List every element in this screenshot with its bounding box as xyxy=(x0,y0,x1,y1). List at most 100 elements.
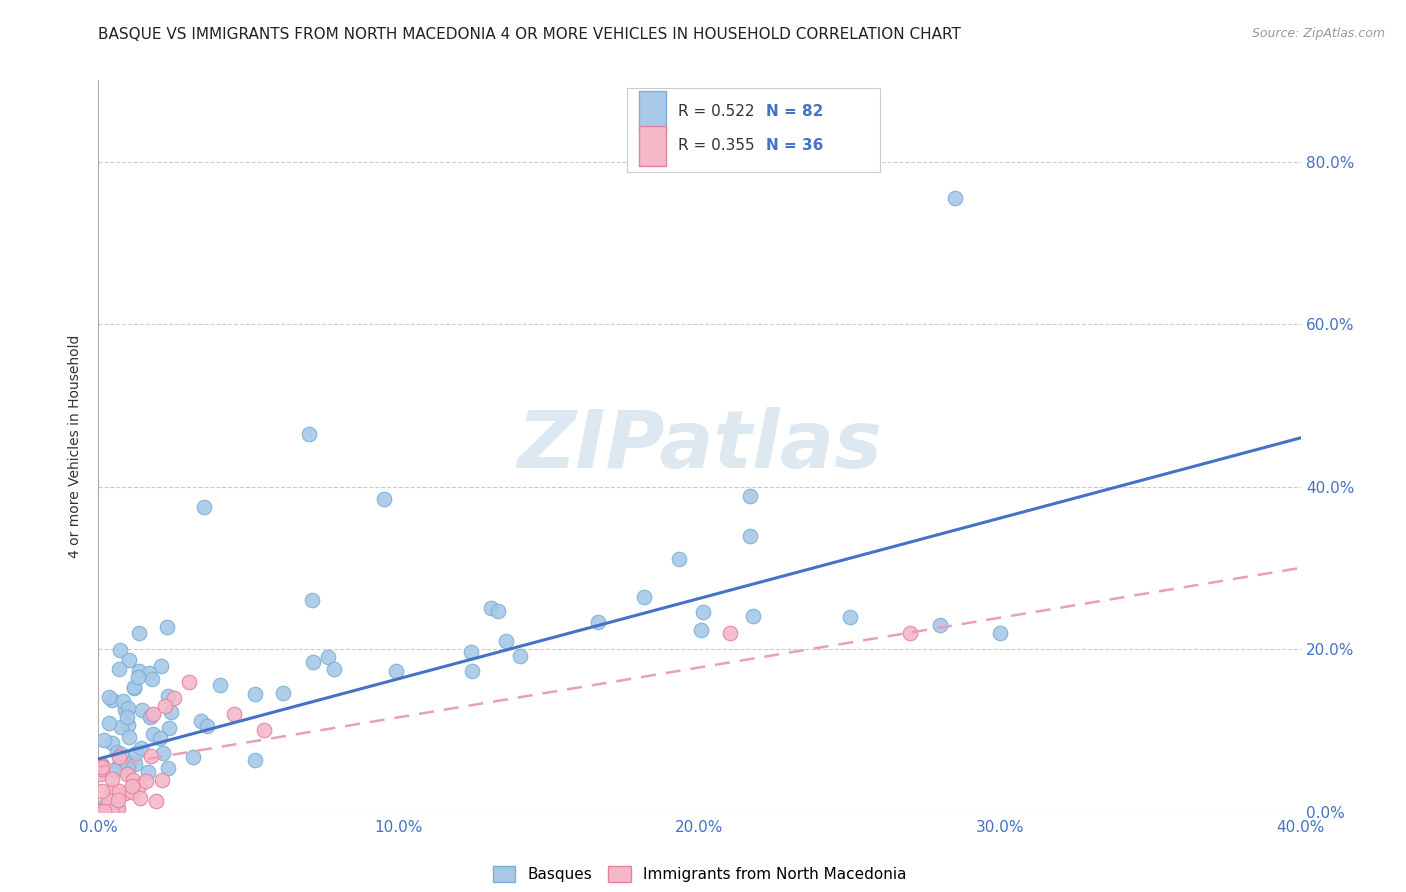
Point xyxy=(108,784,131,798)
Point xyxy=(156,690,179,704)
Point xyxy=(943,191,966,205)
Point xyxy=(150,772,173,787)
Point xyxy=(149,731,172,745)
Point xyxy=(149,659,172,673)
Point xyxy=(114,786,136,800)
Point xyxy=(107,792,129,806)
Y-axis label: 4 or more Vehicles in Household: 4 or more Vehicles in Household xyxy=(67,334,82,558)
Point xyxy=(222,707,245,722)
Point xyxy=(89,767,111,781)
Point xyxy=(301,593,323,607)
Point xyxy=(105,803,128,817)
Point xyxy=(117,761,139,775)
FancyBboxPatch shape xyxy=(640,126,666,166)
Point xyxy=(156,620,179,634)
FancyBboxPatch shape xyxy=(627,87,880,171)
Point xyxy=(121,785,143,799)
Text: R = 0.355: R = 0.355 xyxy=(678,138,755,153)
Text: N = 36: N = 36 xyxy=(766,138,823,153)
Point xyxy=(115,763,138,777)
Text: ZIPatlas: ZIPatlas xyxy=(517,407,882,485)
Point xyxy=(122,773,145,788)
Point xyxy=(243,753,266,767)
Point xyxy=(97,792,120,806)
Point xyxy=(273,686,295,700)
Text: BASQUE VS IMMIGRANTS FROM NORTH MACEDONIA 4 OR MORE VEHICLES IN HOUSEHOLD CORREL: BASQUE VS IMMIGRANTS FROM NORTH MACEDONI… xyxy=(98,27,962,42)
Point xyxy=(162,690,184,705)
Point xyxy=(129,740,152,755)
Point xyxy=(111,694,134,708)
Point xyxy=(193,500,215,514)
Point xyxy=(100,772,122,786)
Point xyxy=(509,648,531,663)
Point xyxy=(124,756,146,771)
Point xyxy=(105,745,128,759)
Point xyxy=(838,609,860,624)
Point xyxy=(689,623,711,637)
Point xyxy=(141,709,163,723)
Point xyxy=(128,626,150,640)
Point xyxy=(323,662,346,676)
Point xyxy=(93,804,115,818)
Point xyxy=(245,687,267,701)
Point xyxy=(93,733,115,747)
Point xyxy=(208,678,231,692)
Point xyxy=(486,604,509,618)
Point xyxy=(122,681,145,695)
Point xyxy=(101,783,124,797)
Point xyxy=(94,803,117,817)
Point xyxy=(181,749,204,764)
Point xyxy=(460,645,482,659)
Point xyxy=(98,715,121,730)
Point xyxy=(128,664,150,678)
Point xyxy=(135,774,157,789)
Point xyxy=(139,749,162,764)
Point xyxy=(117,700,139,714)
Point xyxy=(91,762,114,776)
Point xyxy=(108,643,131,657)
Point xyxy=(141,707,163,722)
FancyBboxPatch shape xyxy=(640,91,666,131)
Point xyxy=(108,758,131,772)
Point xyxy=(718,626,741,640)
Point xyxy=(110,720,132,734)
Point xyxy=(90,758,112,772)
Point xyxy=(461,664,484,678)
Point xyxy=(94,799,117,814)
Point xyxy=(121,779,143,793)
Point xyxy=(142,727,165,741)
Point xyxy=(127,670,149,684)
Text: R = 0.522: R = 0.522 xyxy=(678,103,755,119)
Point xyxy=(115,767,138,781)
Point xyxy=(495,633,517,648)
Point xyxy=(122,680,145,694)
Point xyxy=(118,730,141,744)
Point xyxy=(101,736,124,750)
Point xyxy=(316,650,339,665)
Point xyxy=(177,674,200,689)
Point xyxy=(103,764,125,778)
Point xyxy=(90,784,112,798)
Point xyxy=(479,601,502,615)
Legend: Basques, Immigrants from North Macedonia: Basques, Immigrants from North Macedonia xyxy=(486,860,912,888)
Point xyxy=(110,747,132,762)
Point xyxy=(118,652,141,666)
Point xyxy=(141,672,163,686)
Point xyxy=(97,690,120,704)
Point xyxy=(586,615,609,629)
Point xyxy=(100,804,122,818)
Point xyxy=(90,804,112,818)
Point xyxy=(298,426,321,441)
Point xyxy=(157,721,180,735)
Point xyxy=(190,714,212,729)
Text: N = 82: N = 82 xyxy=(766,103,823,119)
Point xyxy=(929,617,952,632)
Point xyxy=(90,760,112,774)
Point xyxy=(153,699,176,714)
Point xyxy=(738,529,761,543)
Point xyxy=(145,794,167,808)
Point xyxy=(668,552,690,566)
Point xyxy=(131,703,153,717)
Point xyxy=(118,756,141,770)
Point xyxy=(114,703,136,717)
